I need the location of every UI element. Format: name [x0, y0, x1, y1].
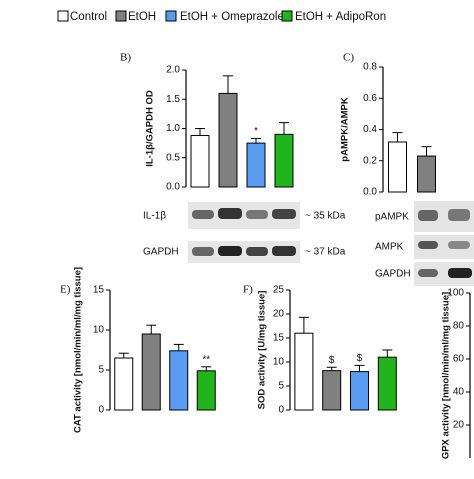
band	[448, 209, 470, 221]
y-tick-label: 0.6	[363, 93, 377, 104]
band	[192, 247, 214, 256]
band	[272, 246, 296, 256]
bar	[377, 356, 397, 411]
significance-mark: $	[357, 353, 363, 364]
band	[246, 247, 268, 256]
significance-mark: *	[254, 126, 258, 137]
y-axis-label: IL-1β/GAPDH OD	[145, 90, 156, 167]
y-tick-label: 10	[273, 357, 285, 368]
band	[418, 241, 438, 249]
y-tick-label: 0.4	[363, 124, 377, 135]
y-tick-label: 100	[447, 288, 464, 299]
significance-mark: **	[202, 354, 210, 365]
band	[418, 269, 438, 277]
legend-swatch	[57, 10, 69, 22]
blot-size: ~ 37 kDa	[305, 247, 346, 258]
y-axis-label: GPX activity [nmol/min/ml/mg tissue]	[441, 292, 452, 459]
y-tick-label: 1.0	[166, 123, 180, 134]
y-tick-label: 15	[273, 333, 285, 344]
y-tick-label: 15	[93, 285, 105, 296]
y-tick-label: 25	[273, 285, 285, 296]
bar	[350, 371, 369, 411]
y-tick-label: 20	[453, 420, 465, 431]
bar	[274, 133, 294, 188]
band	[218, 208, 242, 219]
bar	[218, 92, 238, 188]
blot-label: IL-1β	[143, 211, 166, 222]
band	[272, 209, 296, 219]
y-tick-label: 1.5	[166, 94, 180, 105]
panel-label: E)	[60, 284, 71, 296]
y-tick-label: 40	[453, 387, 465, 398]
y-tick-label: 0.0	[363, 187, 377, 198]
bar	[294, 332, 314, 411]
y-axis-label: pAMPK/AMPK	[340, 97, 351, 162]
legend-label: EtOH + AdipoRon	[295, 11, 386, 23]
band	[448, 268, 472, 278]
band	[246, 210, 268, 219]
bar	[246, 142, 266, 188]
bar	[196, 370, 216, 411]
legend-label: Control	[70, 11, 107, 23]
y-tick-label: 0.8	[363, 62, 377, 73]
bar	[322, 370, 342, 411]
y-axis-label: CAT activity [nmol/min/ml/mg tissue]	[73, 267, 84, 433]
blot-label: GAPDH	[143, 247, 179, 258]
y-tick-label: 20	[273, 309, 285, 320]
y-tick-label: 0.2	[363, 155, 377, 166]
blot-label: pAMPK	[375, 212, 409, 223]
legend-swatch	[281, 10, 293, 22]
y-axis-label: SOD activity [U/mg tissue]	[257, 291, 268, 410]
bar	[417, 155, 436, 193]
y-tick-label: 5	[98, 365, 104, 376]
band	[418, 210, 438, 221]
blot-size: ~ 35 kDa	[305, 211, 346, 222]
bar	[114, 357, 134, 411]
bar	[141, 333, 161, 411]
significance-mark: $	[329, 355, 335, 366]
bar	[169, 350, 189, 411]
blot-c	[414, 201, 474, 286]
legend-label: EtOH	[128, 11, 156, 23]
panel-label: B)	[120, 52, 131, 64]
blot-b	[188, 202, 300, 263]
y-tick-label: 0.0	[166, 182, 180, 193]
band	[218, 246, 242, 256]
y-tick-label: 10	[93, 325, 105, 336]
bar	[388, 141, 407, 193]
blot-strip	[188, 241, 300, 263]
panel-label: C)	[343, 52, 354, 64]
y-tick-label: 80	[453, 321, 465, 332]
y-tick-label: 0	[98, 405, 104, 416]
panel-label: F)	[243, 284, 253, 296]
legend-swatch	[115, 10, 127, 22]
band	[448, 241, 470, 249]
blot-label: AMPK	[375, 242, 404, 253]
y-tick-label: 0.5	[166, 152, 180, 163]
bar	[190, 135, 210, 188]
y-tick-label: 0	[278, 405, 284, 416]
legend-swatch	[165, 10, 177, 22]
y-tick-label: 60	[453, 354, 465, 365]
band	[192, 210, 214, 219]
y-tick-label: 2.0	[166, 65, 180, 76]
y-tick-label: 5	[278, 381, 284, 392]
legend-label: EtOH + Omeprazole	[180, 11, 284, 23]
blot-label: GAPDH	[375, 269, 411, 280]
